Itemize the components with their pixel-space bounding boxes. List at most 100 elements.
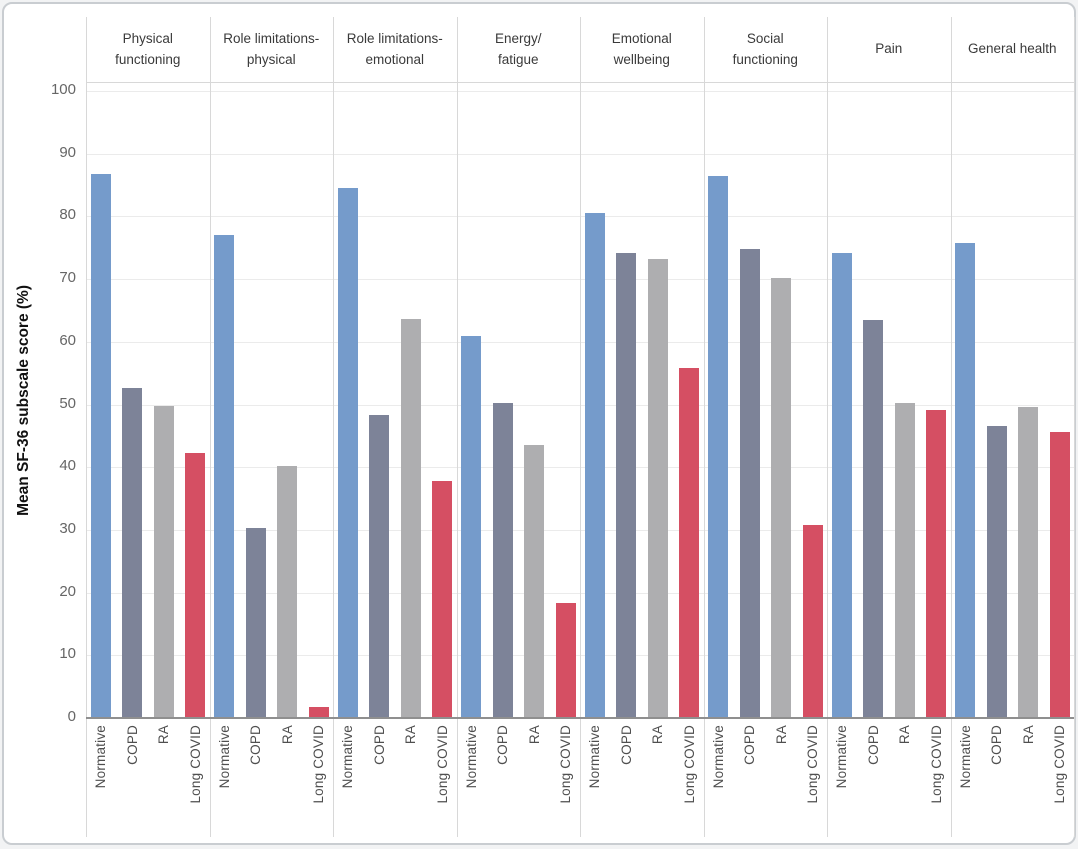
category-label: RA: [403, 725, 418, 745]
category-label-cell: Long COVID: [1050, 725, 1070, 843]
panel-role-limitations-emotional: Role limitations- emotional Normative COPD…: [333, 17, 457, 837]
category-labels: Normative COPD RA Long COVID: [704, 725, 828, 843]
panel-separator: [456, 17, 458, 837]
panel-physical-functioning: Physical functioning Normative COPD RA Long …: [86, 17, 210, 837]
category-label: Long COVID: [311, 725, 326, 804]
category-label-cell: RA: [277, 725, 297, 843]
category-label: Normative: [216, 725, 232, 789]
y-tick-label-20: 20: [59, 582, 76, 600]
panel-bars: [580, 82, 704, 718]
panel-energy-fatigue: Energy/ fatigue Normative COPD RA Long COVID: [457, 17, 581, 837]
bar-general-health-copd: [986, 426, 1007, 718]
bar-physical-functioning-long-covid: [185, 453, 205, 718]
panel-title-role-limitations-physical: Role limitations- physical: [223, 30, 320, 67]
y-tick-label-60: 60: [59, 331, 76, 349]
category-label: Normative: [957, 725, 973, 789]
category-label: RA: [156, 725, 171, 745]
bar-physical-functioning-ra: [153, 406, 174, 718]
category-label: RA: [773, 725, 789, 745]
bar-social-functioning-long-covid: [802, 524, 823, 718]
category-label-cell: COPD: [740, 725, 760, 843]
category-label-cell: Normative: [832, 725, 852, 843]
panel-title-social-functioning: Social functioning: [732, 30, 798, 67]
category-label-cell: RA: [771, 725, 791, 843]
y-tick-label-30: 30: [59, 519, 76, 537]
bar-social-functioning-copd: [739, 249, 760, 718]
panel-title-physical-functioning: Physical functioning: [115, 30, 181, 67]
panel-title-energy-fatigue: Energy/ fatigue: [494, 30, 542, 67]
category-label: RA: [650, 725, 665, 745]
panel-bars: [827, 82, 951, 718]
y-tick-label-100: 100: [50, 81, 76, 98]
category-label: COPD: [865, 725, 881, 765]
panel-separator: [703, 17, 705, 837]
panel-separator: [580, 17, 581, 837]
category-label-cell: COPD: [616, 725, 636, 843]
category-label: Normative: [834, 725, 849, 789]
category-label-cell: RA: [895, 725, 915, 843]
category-label: COPD: [989, 725, 1004, 765]
category-label-cell: Long COVID: [926, 725, 946, 843]
category-label-cell: RA: [648, 725, 668, 843]
panel-bars: [704, 82, 828, 718]
category-labels: Normative COPD RA Long COVID: [580, 725, 704, 843]
category-label: COPD: [742, 725, 757, 765]
category-label-cell: Long COVID: [679, 725, 699, 843]
bar-energy-fatigue-normative: [461, 335, 481, 718]
panel-separator: [1074, 17, 1075, 837]
category-label: COPD: [124, 725, 140, 765]
panel-role-limitations-physical: Role limitations- physical Normative COPD R…: [210, 17, 334, 837]
panel-separator: [827, 17, 828, 837]
category-label: Long COVID: [434, 725, 450, 804]
y-tick-label-70: 70: [59, 269, 76, 287]
bar-role-limitations-physical-long-covid: [308, 706, 329, 718]
category-label: Normative: [340, 725, 355, 789]
category-label: Long COVID: [805, 725, 820, 804]
panel-title-emotional-wellbeing: Emotional wellbeing: [611, 30, 672, 67]
category-label-cell: Normative: [708, 725, 728, 843]
category-label: RA: [897, 725, 912, 745]
panel-bars: [951, 82, 1075, 718]
bar-role-limitations-physical-copd: [245, 528, 266, 718]
bar-role-limitations-emotional-long-covid: [432, 481, 452, 718]
bar-general-health-ra: [1018, 407, 1038, 718]
category-label-cell: COPD: [369, 725, 389, 843]
category-label: RA: [526, 725, 542, 745]
category-labels: Normative COPD RA Long COVID: [951, 725, 1075, 843]
category-label-cell: Long COVID: [309, 725, 329, 843]
category-label: Normative: [93, 725, 108, 789]
bar-role-limitations-emotional-ra: [400, 318, 421, 718]
bar-role-limitations-physical-normative: [214, 235, 234, 718]
sf36-grouped-bar-chart: Mean SF-36 subscale score (%) 0 10 20 30 40 5…: [4, 4, 1075, 843]
category-label-cell: Normative: [461, 725, 481, 843]
panel-separator: [950, 17, 952, 837]
category-label-cell: RA: [524, 725, 544, 843]
category-label-cell: COPD: [493, 725, 513, 843]
category-label-cell: RA: [154, 725, 174, 843]
category-label-cell: Normative: [955, 725, 975, 843]
bar-emotional-wellbeing-copd: [616, 252, 636, 718]
bar-pain-copd: [863, 319, 883, 718]
bar-emotional-wellbeing-ra: [647, 259, 668, 718]
panel-bars: [333, 82, 457, 718]
bar-physical-functioning-normative: [90, 173, 111, 718]
bar-emotional-wellbeing-long-covid: [679, 367, 699, 718]
panel-pain: Pain Normative COPD RA Long COVID: [827, 17, 951, 837]
category-label-cell: COPD: [863, 725, 883, 843]
bar-physical-functioning-copd: [122, 387, 142, 718]
y-tick-label-50: 50: [59, 394, 76, 412]
category-label: COPD: [495, 725, 510, 765]
panel-bars: [86, 82, 210, 718]
panel-title-role-limitations-emotional: Role limitations- emotional: [346, 30, 443, 67]
panel-title-pain: Pain: [875, 41, 903, 57]
panel-separator: [333, 17, 334, 837]
x-axis-line: [86, 717, 1074, 719]
bar-energy-fatigue-ra: [524, 444, 544, 718]
bar-role-limitations-physical-ra: [277, 465, 297, 718]
category-labels: Normative COPD RA Long COVID: [827, 725, 951, 843]
bar-social-functioning-ra: [771, 277, 791, 718]
category-label: COPD: [618, 725, 634, 765]
category-label: Normative: [710, 725, 726, 789]
category-label-cell: RA: [401, 725, 421, 843]
